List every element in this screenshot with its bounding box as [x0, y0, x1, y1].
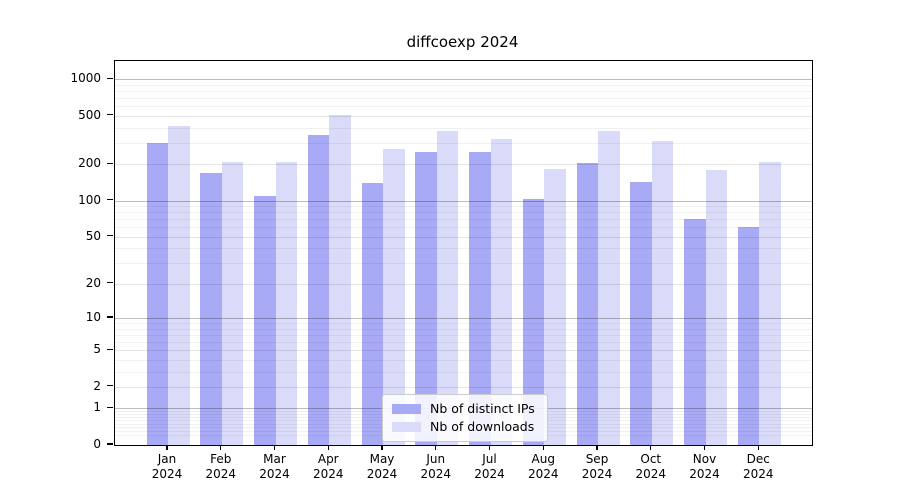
y-tick-mark	[107, 316, 113, 318]
y-tick-label-10: 10	[85, 310, 101, 325]
x-tick-label-aug: Aug 2024	[527, 452, 559, 481]
bar-nov-ips	[684, 219, 706, 445]
bar-feb-downloads	[221, 161, 244, 445]
bar-mar-downloads	[275, 162, 297, 445]
chart-title: diffcoexp 2024	[406, 33, 519, 51]
y-tick-label-0: 0	[93, 437, 101, 451]
bar-jul-ips	[469, 151, 491, 445]
bar-jul-downloads	[490, 138, 512, 445]
x-tick-mark	[166, 445, 168, 450]
y-tick-mark	[107, 348, 113, 350]
bar-jun-downloads	[436, 130, 459, 445]
bar-may-downloads	[383, 149, 405, 445]
bar-aug-downloads	[544, 168, 566, 445]
x-tick-label-nov: Nov 2024	[689, 452, 720, 481]
bar-apr-ips	[307, 135, 330, 445]
y-tick-mark	[107, 162, 113, 164]
x-tick-mark	[327, 445, 329, 450]
bar-oct-downloads	[651, 140, 674, 445]
x-tick-label-feb: Feb 2024	[205, 452, 237, 481]
legend-label-distinct-ips: Nb of distinct IPs	[430, 401, 535, 416]
y-tick-mark	[107, 77, 113, 79]
y-tick-mark	[107, 199, 113, 201]
x-tick-mark	[542, 445, 544, 450]
plot-area: Nb of distinct IPs Nb of downloads	[114, 60, 813, 446]
bar-jan-downloads	[168, 125, 190, 445]
bar-aug-ips	[522, 199, 545, 445]
x-tick-label-mar: Mar 2024	[259, 452, 290, 481]
x-tick-label-jun: Jun 2024	[420, 452, 452, 481]
x-tick-label-dec: Dec 2024	[742, 452, 774, 481]
y-tick-mark	[107, 443, 113, 445]
y-tick-label-1: 1	[93, 400, 101, 415]
bar-sep-downloads	[598, 130, 620, 445]
legend-item-distinct-ips: Nb of distinct IPs	[392, 402, 535, 416]
x-tick-label-oct: Oct 2024	[635, 452, 667, 481]
y-tick-mark	[107, 385, 113, 387]
legend: Nb of distinct IPs Nb of downloads	[382, 394, 548, 442]
x-tick-label-jan: Jan 2024	[151, 452, 183, 481]
y-tick-mark	[107, 235, 113, 237]
x-tick-mark	[220, 445, 222, 450]
bar-feb-ips	[200, 173, 222, 445]
y-tick-label-5: 5	[93, 342, 101, 357]
x-tick-mark	[703, 445, 706, 450]
bar-jun-ips	[415, 151, 437, 445]
x-tick-mark	[596, 445, 598, 450]
y-tick-label-1000: 1000	[70, 71, 101, 86]
bar-may-ips	[361, 183, 383, 445]
bar-nov-downloads	[705, 170, 727, 445]
x-tick-mark	[381, 445, 383, 450]
x-tick-label-may: May 2024	[366, 452, 398, 481]
x-tick-mark	[650, 445, 652, 450]
legend-label-downloads: Nb of downloads	[430, 419, 535, 434]
bar-apr-downloads	[329, 115, 351, 445]
legend-swatch-downloads	[392, 422, 421, 432]
bar-sep-ips	[576, 163, 598, 445]
x-tick-mark	[757, 445, 759, 450]
y-tick-label-500: 500	[78, 107, 101, 122]
bar-mar-ips	[254, 196, 276, 445]
legend-item-downloads: Nb of downloads	[392, 420, 535, 434]
y-tick-label-2: 2	[93, 378, 101, 393]
x-tick-label-apr: Apr 2024	[312, 452, 344, 481]
x-tick-mark	[273, 445, 276, 450]
bar-dec-ips	[737, 226, 760, 445]
x-tick-mark	[435, 445, 437, 450]
bar-oct-ips	[630, 181, 652, 445]
bar-dec-downloads	[759, 162, 781, 445]
y-tick-mark	[107, 114, 113, 116]
legend-swatch-distinct-ips	[392, 404, 421, 414]
y-tick-label-200: 200	[78, 156, 101, 171]
y-tick-mark	[107, 282, 113, 284]
x-tick-label-jul: Jul 2024	[474, 452, 505, 481]
x-tick-label-sep: Sep 2024	[581, 452, 613, 481]
y-tick-label-50: 50	[85, 228, 101, 243]
y-tick-label-20: 20	[85, 275, 101, 290]
bar-jan-ips	[146, 143, 168, 445]
y-tick-label-100: 100	[78, 192, 101, 207]
y-tick-mark	[107, 406, 113, 408]
bars-layer	[115, 61, 812, 445]
x-tick-mark	[488, 445, 491, 450]
